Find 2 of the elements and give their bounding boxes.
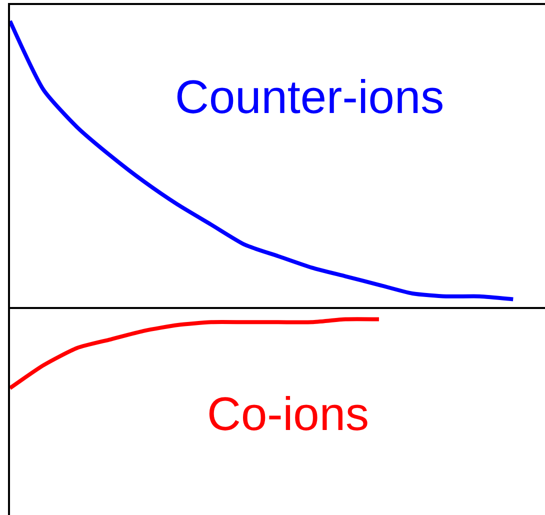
series-label: Counter-ions — [175, 70, 444, 123]
series-label: Co-ions — [207, 387, 369, 440]
